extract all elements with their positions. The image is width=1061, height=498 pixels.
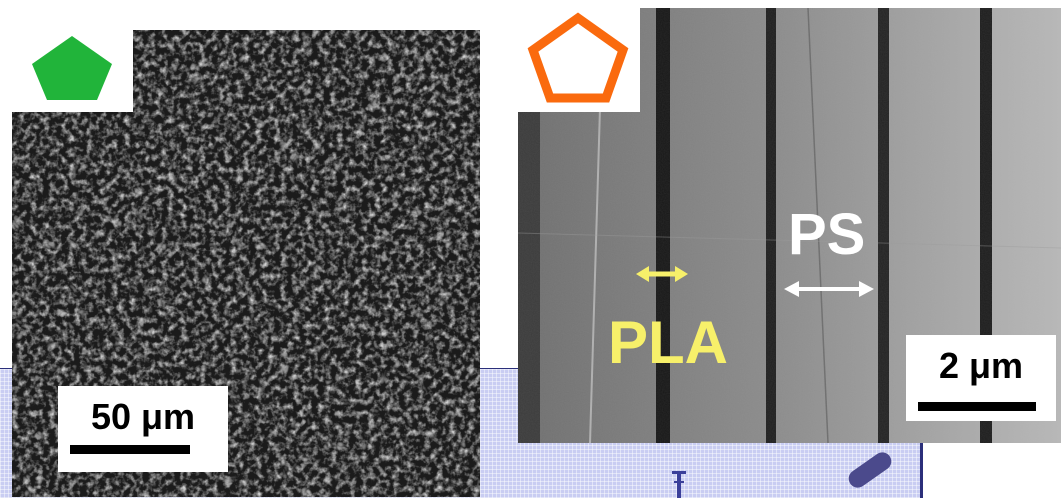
capsule-shape xyxy=(845,448,895,492)
micrograph-left: 50 μm xyxy=(12,30,480,497)
ps-arrow xyxy=(784,281,874,297)
scale-label-left: 50 μm xyxy=(90,396,196,437)
pla-arrow xyxy=(636,266,688,282)
scale-bar-left: 50 μm xyxy=(58,386,228,472)
scale-label-right: 2 μm xyxy=(938,345,1024,386)
filled-pentagon-icon xyxy=(32,36,112,100)
marker-badge-left xyxy=(12,30,133,112)
micrograph-right: PLA PS 2 μm xyxy=(518,8,1061,443)
pla-label: PLA xyxy=(608,309,728,376)
scale-line-left xyxy=(70,445,190,454)
scale-bar-right: 2 μm xyxy=(906,335,1056,421)
ps-label: PS xyxy=(788,202,866,267)
pin-icon xyxy=(672,471,686,498)
scale-line-right xyxy=(918,402,1036,411)
outline-pentagon-icon xyxy=(527,12,629,103)
marker-badge-right xyxy=(518,8,640,112)
